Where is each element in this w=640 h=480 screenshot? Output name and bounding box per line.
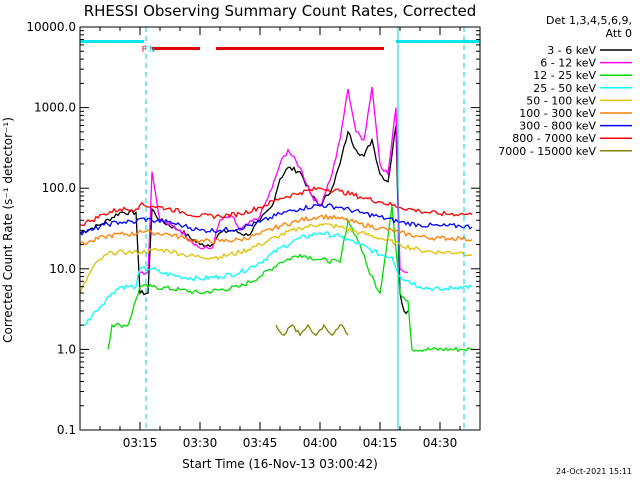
x-tick-label: 03:15 [123,436,158,450]
series-line-3 [83,231,473,326]
legend-label: 300 - 800 keV [519,120,596,133]
x-tick-label: 04:15 [363,436,398,450]
footer-date: 24-Oct-2021 15:11 [556,467,632,476]
observing-flag-bars [80,40,480,50]
series-line-2 [107,206,473,353]
y-tick-label: 0.1 [57,423,76,437]
flag-bar-red-0 [152,47,200,50]
flag-bar-red-1 [216,47,384,50]
series-line-8 [275,323,349,337]
legend-label: 6 - 12 keV [540,57,596,70]
x-tick-label: 03:45 [243,436,278,450]
x-axis-ticks: 03:15 03:30 03:45 04:00 04:15 04:30 [79,27,481,450]
y-tick-label: 1000.0 [34,101,76,115]
count-rate-series [79,86,473,353]
legend-label: 50 - 100 keV [526,94,596,107]
flag-label: N [149,45,155,54]
x-axis-label: Start Time (16-Nov-13 03:00:42) [182,457,378,471]
legend-label: 3 - 6 keV [547,44,596,57]
x-tick-label: 04:00 [303,436,338,450]
series-line-7 [79,186,473,227]
series-line-0 [79,125,409,315]
y-tick-label: 10000.0 [26,20,76,34]
x-tick-label: 04:30 [423,436,458,450]
y-tick-label: 100.0 [42,181,76,195]
attenuator-lines [79,27,465,430]
legend-label: 100 - 300 keV [519,107,596,120]
legend-header-attenuator: Att 0 [606,27,632,40]
legend-label: 25 - 50 keV [533,82,596,95]
flag-label: F [142,45,147,54]
y-axis-label: Corrected Count Rate (s⁻¹ detector⁻¹) [1,117,15,343]
series-line-6 [79,203,473,236]
series-line-5 [79,213,473,246]
legend-label: 7000 - 15000 keV [498,145,596,158]
flag-bar-cyan-1 [396,40,480,43]
legend-label: 800 - 7000 keV [512,132,596,145]
plot-frame [79,26,481,431]
y-tick-label: 1.0 [57,342,76,356]
legend-header-detectors: Det 1,3,4,5,6,9, [546,14,632,27]
flag-bar-cyan-0 [80,40,144,43]
legend-label: 12 - 25 keV [533,69,596,82]
y-axis-ticks: 0.1 1.0 10.0 100.0 1000.0 10000.0 [26,20,480,437]
series-line-4 [79,223,473,294]
x-tick-label: 03:30 [183,436,218,450]
chart-title: RHESSI Observing Summary Count Rates, Co… [84,2,477,20]
y-tick-label: 10.0 [49,262,76,276]
series-line-1 [139,86,409,276]
